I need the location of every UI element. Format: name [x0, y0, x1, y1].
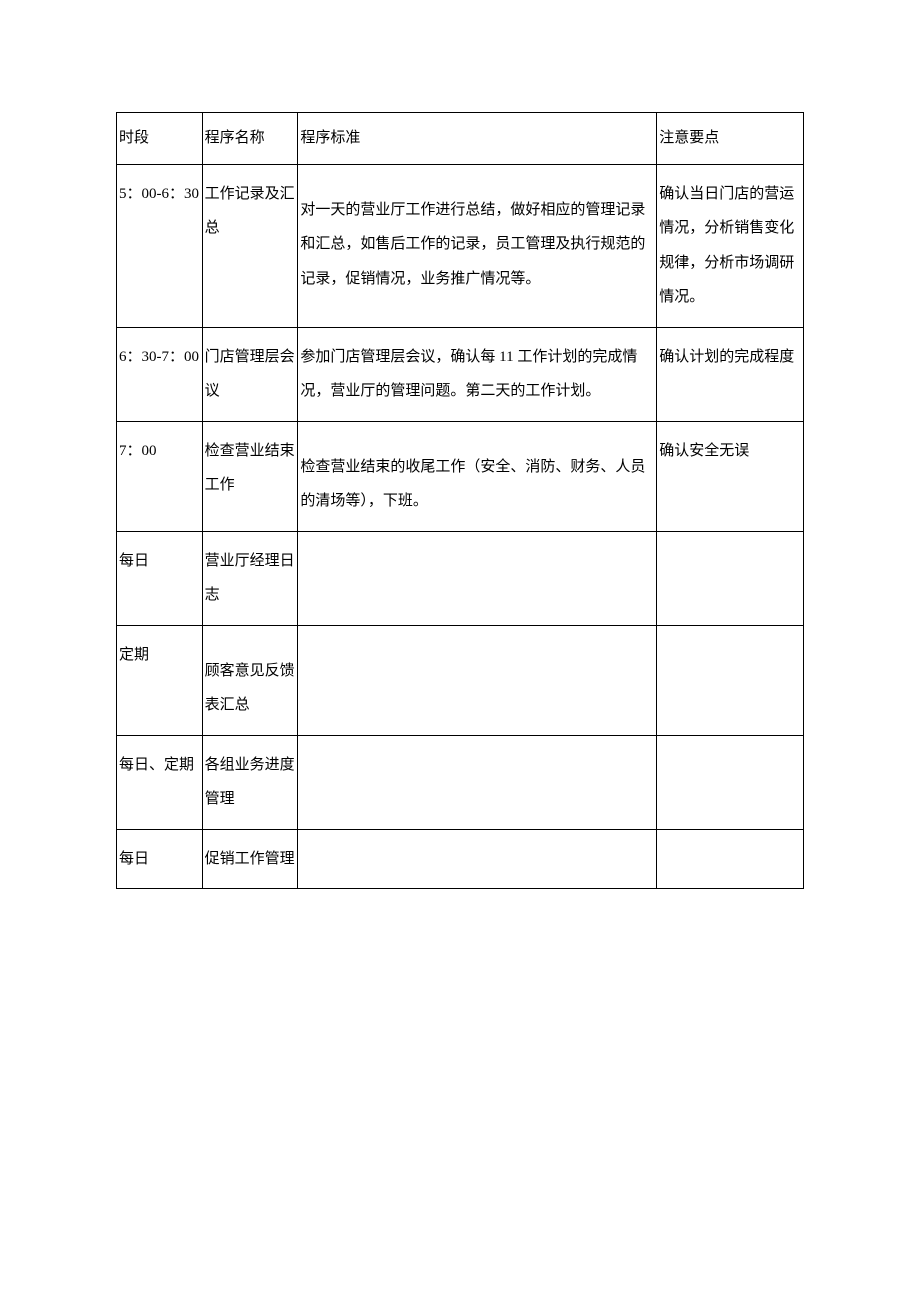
cell-standard: 检查营业结束的收尾工作（安全、消防、财务、人员的清场等），下班。: [298, 422, 656, 531]
cell-time: 5：00-6：30: [117, 165, 202, 224]
cell-time: 每日: [117, 532, 202, 591]
table-row: 5：00-6：30 工作记录及汇总 对一天的营业厅工作进行总结，做好相应的管理记…: [117, 164, 804, 327]
cell-name: 检查营业结束工作: [203, 422, 298, 515]
cell-notes: 确认安全无误: [657, 422, 803, 481]
table-row: 6：30-7：00 门店管理层会议 参加门店管理层会议，确认每 11 工作计划的…: [117, 327, 804, 421]
cell-standard: [298, 830, 656, 854]
cell-standard: 对一天的营业厅工作进行总结，做好相应的管理记录和汇总，如售后工作的记录，员工管理…: [298, 165, 656, 309]
cell-standard: 参加门店管理层会议，确认每 11 工作计划的完成情况，营业厅的管理问题。第二天的…: [298, 328, 656, 421]
table-row: 定期 顾客意见反馈表汇总: [117, 625, 804, 735]
cell-notes: [657, 736, 803, 760]
cell-name: 营业厅经理日志: [203, 532, 298, 625]
cell-name: 顾客意见反馈表汇总: [203, 626, 298, 735]
cell-standard: [298, 736, 656, 760]
table-header-row: 时段 程序名称 程序标准 注意要点: [117, 113, 804, 165]
cell-notes: 确认计划的完成程度: [657, 328, 803, 387]
cell-notes: [657, 626, 803, 650]
cell-notes: [657, 532, 803, 556]
cell-time: 每日: [117, 830, 202, 889]
cell-name: 促销工作管理: [203, 830, 298, 889]
cell-time: 7：00: [117, 422, 202, 481]
header-notes: 注意要点: [657, 113, 803, 164]
header-time: 时段: [117, 113, 202, 164]
cell-standard: [298, 626, 656, 650]
cell-time: 定期: [117, 626, 202, 685]
cell-name: 各组业务进度管理: [203, 736, 298, 829]
cell-name: 工作记录及汇总: [203, 165, 298, 258]
header-standard: 程序标准: [298, 113, 656, 164]
cell-notes: 确认当日门店的营运情况，分析销售变化规律，分析市场调研情况。: [657, 165, 803, 327]
table-row: 每日 营业厅经理日志: [117, 531, 804, 625]
table-row: 每日 促销工作管理: [117, 829, 804, 889]
table-row: 每日、定期 各组业务进度管理: [117, 735, 804, 829]
cell-time: 每日、定期: [117, 736, 202, 795]
schedule-table: 时段 程序名称 程序标准 注意要点 5：00-6：30 工作记录及汇总 对一天的…: [116, 112, 804, 889]
cell-time: 6：30-7：00: [117, 328, 202, 387]
cell-standard: [298, 532, 656, 556]
table-row: 7：00 检查营业结束工作 检查营业结束的收尾工作（安全、消防、财务、人员的清场…: [117, 421, 804, 531]
cell-notes: [657, 830, 803, 854]
header-name: 程序名称: [203, 113, 298, 164]
cell-name: 门店管理层会议: [203, 328, 298, 421]
